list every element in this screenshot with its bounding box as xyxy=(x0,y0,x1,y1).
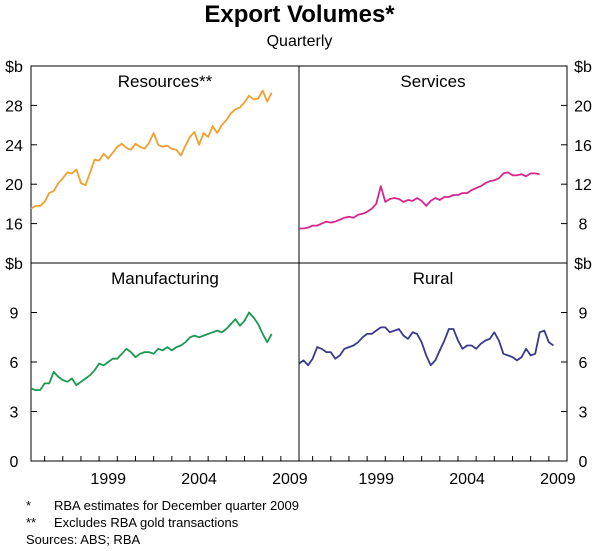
footnote-text: RBA estimates for December quarter 2009 xyxy=(54,498,299,513)
x-tick-label: 2004 xyxy=(181,471,217,488)
y-tick-label: 0 xyxy=(10,454,19,471)
footnote-mark: * xyxy=(26,498,32,513)
y-tick-label: 3 xyxy=(10,405,19,422)
panel-title-manufacturing: Manufacturing xyxy=(111,269,219,288)
y-tick-label: 24 xyxy=(5,138,23,155)
x-tick-label: 1999 xyxy=(90,471,126,488)
footnote-mark: ** xyxy=(26,515,37,530)
footnote-text: Excludes RBA gold transactions xyxy=(54,515,239,530)
panel-title-services: Services xyxy=(400,72,465,91)
y-tick-label: 3 xyxy=(579,405,588,422)
y-tick-label: 28 xyxy=(5,98,23,115)
y-axis-unit: $b xyxy=(5,256,23,273)
x-tick-label: 1999 xyxy=(358,471,394,488)
x-tick-label: 2004 xyxy=(449,471,485,488)
footnotes: * RBA estimates for December quarter 2009… xyxy=(26,497,299,548)
series-line-rural xyxy=(298,326,554,367)
y-tick-label: 16 xyxy=(5,217,23,234)
y-tick-label: 8 xyxy=(579,217,588,234)
footnote-1: * RBA estimates for December quarter 2009 xyxy=(26,497,299,514)
chart-title: Export Volumes* xyxy=(204,1,395,28)
y-tick-label: 12 xyxy=(574,177,592,194)
x-tick-label: 2009 xyxy=(540,471,576,488)
y-tick-label: 6 xyxy=(10,355,19,372)
series-line-manufacturing xyxy=(30,311,273,392)
y-tick-label: 20 xyxy=(574,98,592,115)
y-axis-unit: $b xyxy=(574,59,592,76)
y-tick-label: 9 xyxy=(579,306,588,323)
x-tick-label: 2009 xyxy=(272,471,308,488)
y-tick-label: 20 xyxy=(5,177,23,194)
y-tick-label: 16 xyxy=(574,138,592,155)
y-tick-label: 0 xyxy=(579,454,588,471)
panel-title-rural: Rural xyxy=(413,269,454,288)
chart-subtitle: Quarterly xyxy=(266,33,333,50)
series-line-services xyxy=(299,171,540,230)
y-tick-label: 6 xyxy=(579,355,588,372)
y-axis-unit: $b xyxy=(574,256,592,273)
y-axis-unit: $b xyxy=(5,59,23,76)
sources-note: Sources: ABS; RBA xyxy=(26,532,141,547)
y-tick-label: 9 xyxy=(10,306,19,323)
series-line-resources xyxy=(30,89,273,210)
footnote-2: ** Excludes RBA gold transactions xyxy=(26,514,299,531)
panel-title-resources: Resources** xyxy=(118,72,213,91)
